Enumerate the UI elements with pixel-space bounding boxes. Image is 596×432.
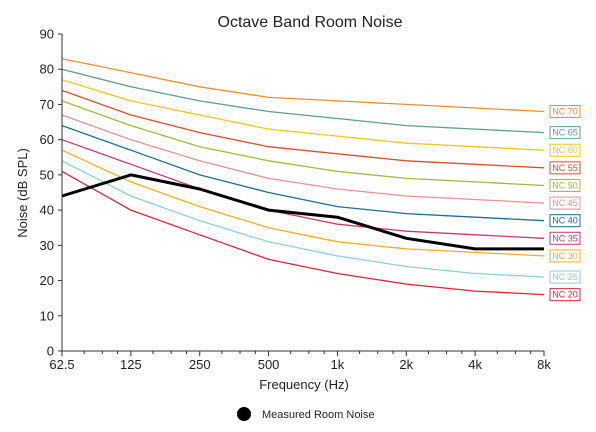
nc-curve-line — [61, 100, 545, 187]
y-tick-label: 10 — [40, 308, 54, 323]
nc-curve-line — [61, 68, 545, 134]
nc-curve-line — [61, 58, 545, 113]
nc-label: NC 65 — [552, 128, 578, 138]
x-tick-label: 125 — [120, 357, 142, 372]
y-tick-label: 90 — [40, 27, 54, 42]
x-tick-label: 62.5 — [49, 357, 74, 372]
nc-labels: NC 70 NC 65 NC 60 NC 55 NC 50 NC 45 NC 40 NC 35… — [549, 104, 581, 302]
nc-curve-line — [61, 160, 545, 278]
nc-label-box — [549, 288, 581, 302]
nc-label-box — [549, 249, 581, 263]
nc-label: NC 70 — [552, 106, 578, 116]
measured-series — [61, 173, 544, 251]
x-tick-label: 2k — [399, 357, 413, 372]
nc-label: NC 50 — [552, 180, 578, 190]
y-tick-label: 40 — [40, 203, 54, 218]
nc-label-box — [549, 161, 581, 175]
nc-curve-line — [61, 149, 545, 257]
y-axis-label: Noise (dB SPL) — [15, 148, 30, 238]
x-tick-label: 8k — [537, 357, 551, 372]
nc-label: NC 60 — [552, 145, 578, 155]
y-tick-label: 70 — [40, 97, 54, 112]
nc-curve-line — [61, 89, 545, 169]
nc-label: NC 40 — [552, 216, 578, 226]
nc-label-box — [549, 126, 581, 140]
y-tick-label: 60 — [40, 132, 54, 147]
chart-title: Octave Band Room Noise — [218, 14, 403, 31]
y-tick-label: 30 — [40, 238, 54, 253]
nc-label: NC 25 — [552, 272, 578, 282]
measured-line — [61, 173, 544, 251]
x-tick-label: 250 — [189, 357, 211, 372]
nc-curve-line — [61, 114, 545, 204]
y-tick-label: 0 — [47, 344, 54, 359]
nc-curve-line — [61, 170, 545, 296]
nc-label-box — [549, 178, 581, 192]
nc-label-box — [549, 143, 581, 157]
nc-curve-line — [61, 124, 545, 222]
nc-label: NC 20 — [552, 290, 578, 300]
nc-label: NC 35 — [552, 233, 578, 243]
nc-label: NC 45 — [552, 198, 578, 208]
x-tick-label: 500 — [258, 357, 280, 372]
nc-curve-line — [61, 79, 545, 151]
nc-label: NC 55 — [552, 163, 578, 173]
nc-label-box — [549, 270, 581, 284]
nc-label-box — [549, 104, 581, 118]
axes: 0 10 20 30 40 50 60 70 80 90 62.5 125 250 500 1k 2k 4k 8k — [40, 27, 552, 373]
nc-curve-line — [61, 139, 545, 239]
y-tick-label: 80 — [40, 62, 54, 77]
y-tick-label: 20 — [40, 273, 54, 288]
x-tick-label: 4k — [468, 357, 482, 372]
nc-label: NC 30 — [552, 251, 578, 261]
x-tick-label: 1k — [331, 357, 345, 372]
nc-label-box — [549, 196, 581, 210]
legend-marker — [237, 407, 251, 421]
x-axis-label: Frequency (Hz) — [259, 377, 349, 392]
nc-curves — [61, 58, 545, 296]
y-tick-label: 50 — [40, 167, 54, 182]
legend-label: Measured Room Noise — [262, 409, 375, 421]
nc-label-box — [549, 214, 581, 228]
legend: Measured Room Noise — [237, 407, 375, 421]
nc-label-box — [549, 231, 581, 245]
